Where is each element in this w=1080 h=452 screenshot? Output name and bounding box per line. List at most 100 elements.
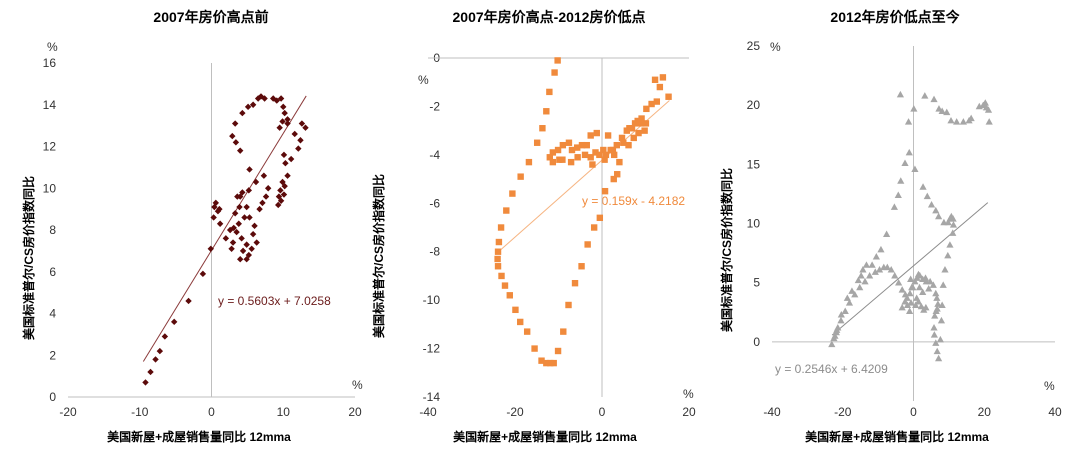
- panel-3-data-point-106: [981, 99, 989, 106]
- panel-2-data-point-42: [600, 146, 607, 154]
- panel-3-data-point-93: [910, 105, 918, 112]
- panel-2-data-point-19: [512, 306, 519, 314]
- panel-2-data-point-23: [538, 357, 545, 364]
- panel-2-data-point-30: [571, 279, 579, 287]
- panel-3-data-point-72: [859, 266, 867, 273]
- panel-1-data-point-57: [279, 118, 286, 125]
- panel-2-y-tick-3: -10: [423, 293, 441, 307]
- panel-3-data-point-69: [872, 253, 880, 260]
- panel-2-data-point-33: [590, 224, 598, 231]
- panel-2-data-point-50: [559, 141, 567, 149]
- panel-1-x-tick-5: 20: [348, 405, 362, 419]
- panel-1-data-point-22: [239, 189, 246, 196]
- panel-2-data-point-49: [565, 139, 573, 146]
- panel-3-data-point-113: [913, 294, 921, 301]
- panel-2-data-point-14: [494, 255, 501, 263]
- panel-2-data-point-15: [494, 263, 502, 270]
- panel-3-data-point-41: [935, 354, 943, 362]
- panel-2-data-point-51: [554, 146, 562, 154]
- panel-2-data-point-12: [495, 238, 503, 246]
- panel-2: 2007年房价高点-2012房价低点 % % 美国标准普尔/CS房价指数同比 美…: [371, 9, 696, 444]
- panel-2-y-tick-4: -8: [429, 245, 440, 259]
- panel-3-data-point-109: [985, 118, 993, 125]
- panel-2-data-point-43: [593, 129, 600, 137]
- panel-1-data-point-13: [216, 220, 224, 227]
- panel-2-data-point-24: [543, 359, 550, 367]
- panel-2-data-point-70: [642, 120, 650, 127]
- panel-2-data-point-81: [653, 98, 661, 105]
- panel-3-trendline: [831, 202, 989, 336]
- panel-3-data-point-57: [932, 206, 940, 214]
- panel-2-data-point-63: [609, 146, 617, 154]
- panel-3-data-point-17: [891, 271, 899, 279]
- panel-2-x-tick-1: -40: [419, 405, 437, 419]
- panel-3-data-point-73: [857, 271, 865, 279]
- panel-1-y-tick-9: 16: [43, 56, 57, 70]
- panel-1: 2007年房价高点前 % % 美国标准普尔/CS房价指数同比 美国新屋+成屋销售…: [21, 9, 363, 444]
- panel-3-data-point-22: [906, 289, 914, 297]
- panel-2-title: 2007年房价高点-2012房价低点: [453, 9, 646, 25]
- panel-2-data-point-25: [547, 359, 554, 367]
- panel-3-data-point-89: [915, 283, 924, 291]
- panel-3-data-point-66: [890, 203, 898, 210]
- panel-3-data-point-33: [934, 300, 942, 307]
- panel-1-data-point-58: [276, 124, 283, 131]
- panel-3: 2012年房价低点至今 % % 美国标准普尔/CS房价指数同比 美国新屋+成屋销…: [719, 9, 1062, 444]
- panel-2-data-point-47: [574, 144, 581, 151]
- panel-3-data-point-12: [871, 268, 879, 275]
- panel-2-data-point-28: [560, 328, 567, 335]
- panel-1-data-point-77: [236, 203, 243, 211]
- panel-3-data-point-94: [921, 92, 929, 99]
- panel-3-data-point-92: [896, 90, 905, 98]
- panel-2-data-point-34: [596, 214, 604, 222]
- panel-2-data-point-32: [584, 241, 591, 248]
- panel-2-data-point-4: [543, 108, 550, 115]
- panel-1-data-point-72: [280, 191, 288, 198]
- panel-3-y-label: 美国标准普尔/CS房价指数同比: [719, 168, 734, 332]
- panel-3-data-point-77: [837, 311, 845, 318]
- panel-1-data-point-20: [241, 214, 248, 221]
- panel-1-data-point-66: [284, 172, 291, 179]
- panel-2-data-point-57: [574, 154, 581, 161]
- panel-1-data-point-31: [245, 251, 253, 259]
- panel-3-data-point-97: [938, 107, 946, 114]
- panel-3-data-point-64: [897, 177, 905, 184]
- panel-1-data-point-82: [226, 226, 234, 234]
- panel-2-data-point-64: [613, 141, 620, 149]
- panel-2-data-point-86: [556, 156, 563, 163]
- panel-2-data-point-31: [578, 263, 585, 270]
- panel-1-data-point-45: [239, 109, 246, 117]
- panel-2-data-point-27: [554, 347, 562, 355]
- panel-2-data-point-36: [610, 175, 617, 183]
- panel-1-plot-area: [68, 63, 355, 398]
- panel-2-plot-area: [428, 57, 689, 397]
- panel-2-data-point-53: [546, 154, 553, 161]
- panel-1-data-point-61: [297, 137, 304, 144]
- panel-1-data-point-1: [142, 379, 149, 386]
- panel-1-data-point-6: [170, 318, 178, 326]
- panel-3-data-point-55: [940, 218, 948, 226]
- panel-2-data-point-11: [497, 224, 505, 231]
- panel-1-y-tick-1: 0: [49, 390, 56, 404]
- panel-2-data-point-85: [651, 76, 659, 83]
- panel-1-data-point-39: [252, 178, 260, 186]
- panel-3-data-point-49: [949, 229, 957, 236]
- panel-3-title: 2012年房价低点至今: [830, 9, 959, 25]
- panel-1-data-point-32: [248, 245, 255, 252]
- panel-3-data-point-112: [908, 283, 916, 291]
- panel-3-data-point-45: [939, 281, 947, 288]
- panel-1-data-point-71: [277, 197, 285, 204]
- panel-3-data-point-65: [894, 191, 902, 198]
- panel-2-data-point-26: [550, 359, 557, 367]
- panel-3-data-point-63: [901, 159, 909, 167]
- panel-2-x-tick-3: 0: [599, 405, 606, 419]
- panel-1-data-point-65: [287, 155, 295, 163]
- panel-2-data-point-13: [494, 248, 502, 255]
- panel-3-data-point-11: [866, 271, 874, 279]
- panel-1-data-point-62: [298, 120, 306, 127]
- panel-3-data-point-67: [883, 230, 891, 238]
- panel-2-data-point-10: [503, 207, 510, 214]
- panel-3-data-point-18: [895, 279, 903, 286]
- panel-1-data-point-36: [262, 193, 270, 200]
- panel-1-data-point-34: [256, 205, 263, 213]
